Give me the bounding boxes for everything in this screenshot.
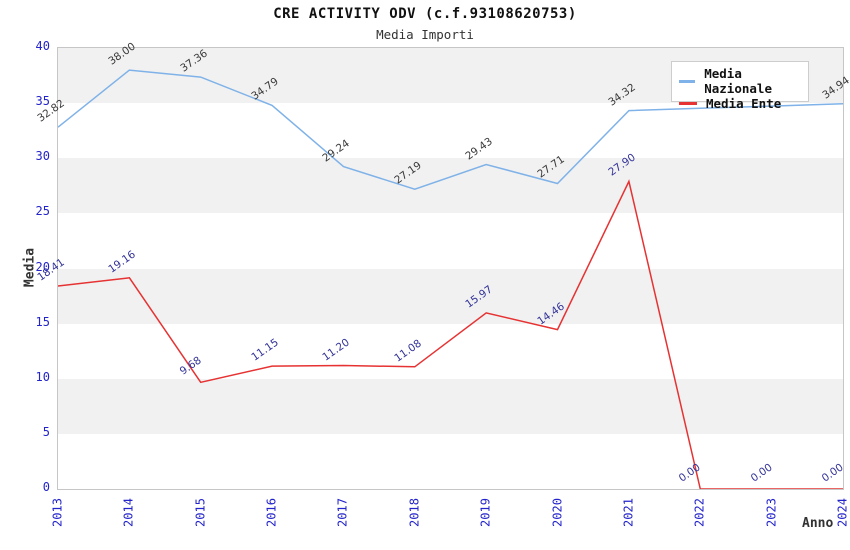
y-tick-label: 10 <box>35 369 50 384</box>
legend-label: Media Ente <box>706 96 782 111</box>
series-line-media-ente <box>58 179 843 489</box>
legend-label: Media Nazionale <box>704 66 772 96</box>
y-tick-label: 15 <box>35 314 50 329</box>
chart-title: CRE ACTIVITY ODV (c.f.93108620753) <box>273 6 577 22</box>
chart-subtitle: Media Importi <box>376 27 474 42</box>
legend-item-media-ente: Media Ente <box>679 96 806 111</box>
x-axis-title: Anno <box>802 516 834 531</box>
y-tick-label: 40 <box>35 39 50 53</box>
x-tick-label: 2013 <box>50 498 65 527</box>
x-tick-label: 2015 <box>193 498 208 527</box>
x-tick-label: 2024 <box>835 498 850 527</box>
x-tick-label: 2023 <box>764 498 779 527</box>
x-tick-label: 2016 <box>264 498 279 527</box>
x-tick-label: 2022 <box>692 498 707 527</box>
plot-area <box>57 47 844 490</box>
y-tick-label: 0 <box>42 480 50 494</box>
y-tick-label: 30 <box>35 149 50 164</box>
legend-line-swatch-blue <box>679 79 696 83</box>
legend: Media Nazionale Media Ente <box>671 61 809 111</box>
legend-item-media-nazionale: Media Nazionale <box>679 66 806 96</box>
x-tick-label: 2021 <box>621 498 636 527</box>
legend-line-swatch-red <box>679 102 697 105</box>
y-tick-label: 20 <box>35 259 50 274</box>
y-tick-label: 35 <box>35 94 50 109</box>
y-tick-label: 5 <box>42 424 50 439</box>
y-tick-label: 25 <box>35 204 50 219</box>
x-tick-label: 2017 <box>335 498 350 527</box>
x-tick-label: 2014 <box>121 498 136 527</box>
band-15-20 <box>58 268 843 324</box>
x-tick-label: 2018 <box>407 498 422 527</box>
band-5-10 <box>58 378 843 434</box>
series-line-media-nazionale <box>58 69 843 190</box>
series-lines <box>58 69 843 489</box>
x-tick-label: 2020 <box>550 498 565 527</box>
band-25-30 <box>58 158 843 214</box>
x-tick-label: 2019 <box>478 498 493 527</box>
